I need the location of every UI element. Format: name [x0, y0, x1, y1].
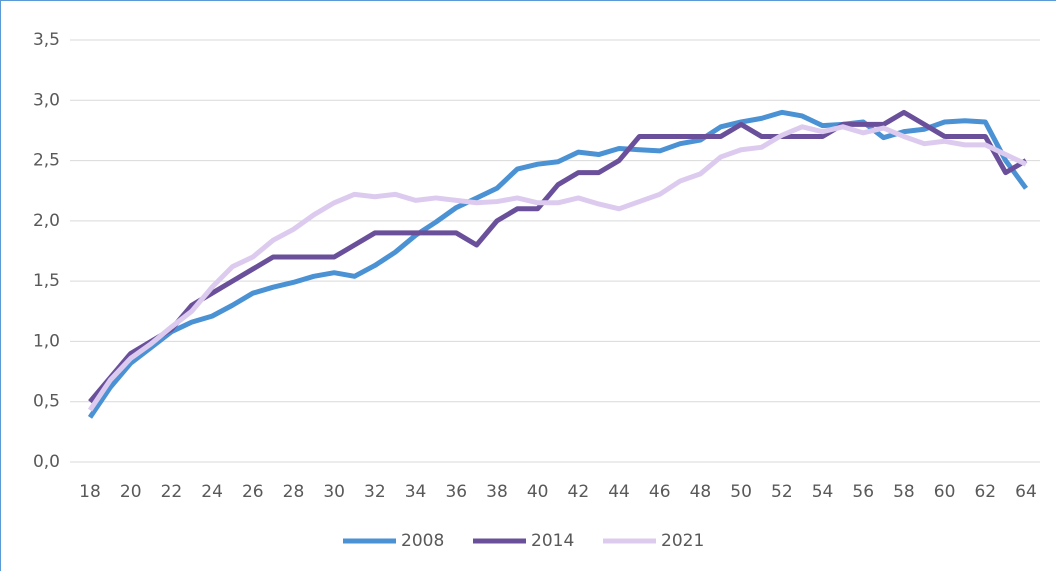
legend-label: 2008: [401, 531, 444, 551]
x-tick-label: 46: [649, 482, 671, 502]
x-tick-label: 52: [771, 482, 793, 502]
x-tick-label: 40: [527, 482, 549, 502]
x-tick-label: 54: [812, 482, 834, 502]
x-tick-label: 30: [323, 482, 345, 502]
line-series: [88, 109, 1028, 404]
x-tick-label: 38: [486, 482, 508, 502]
y-tick-label: 3,5: [33, 30, 60, 50]
x-tick-label: 48: [690, 482, 712, 502]
x-tick-label: 26: [242, 482, 264, 502]
x-tick-label: 60: [934, 482, 956, 502]
y-tick-label: 0,5: [33, 392, 60, 412]
line-series: [87, 124, 1028, 412]
x-tick-label: 36: [445, 482, 467, 502]
x-tick-label: 42: [568, 482, 590, 502]
x-tick-label: 34: [405, 482, 427, 502]
x-tick-label: 56: [852, 482, 874, 502]
legend-label: 2014: [531, 531, 574, 551]
y-tick-label: 1,0: [33, 331, 60, 351]
line-series: [87, 109, 1029, 419]
x-tick-label: 24: [201, 482, 223, 502]
x-tick-label: 50: [730, 482, 752, 502]
y-tick-label: 0,0: [33, 452, 60, 472]
x-tick-label: 28: [283, 482, 305, 502]
x-tick-label: 64: [1015, 482, 1037, 502]
y-tick-label: 2,0: [33, 211, 60, 231]
x-tick-label: 22: [161, 482, 183, 502]
y-tick-label: 3,0: [33, 90, 60, 110]
x-tick-label: 62: [974, 482, 996, 502]
x-tick-label: 18: [79, 482, 101, 502]
x-tick-label: 58: [893, 482, 915, 502]
y-tick-label: 2,5: [33, 151, 60, 171]
x-tick-label: 20: [120, 482, 142, 502]
y-tick-label: 1,5: [33, 271, 60, 291]
x-tick-label: 44: [608, 482, 630, 502]
legend-label: 2021: [661, 531, 704, 551]
x-tick-label: 32: [364, 482, 386, 502]
